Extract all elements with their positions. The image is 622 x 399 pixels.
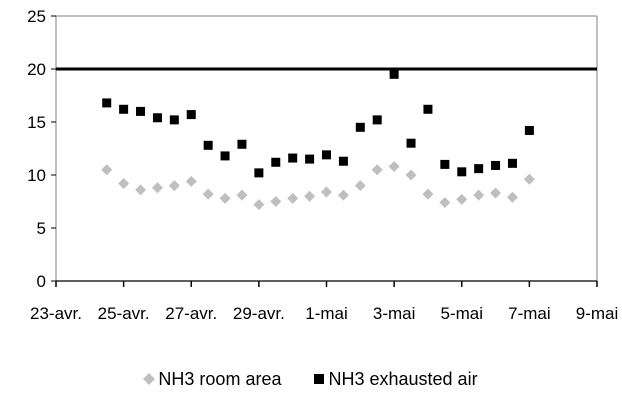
data-point-exhausted-air xyxy=(507,158,517,168)
data-point-room-area xyxy=(270,196,282,207)
x-tick-label: 27-avr. xyxy=(165,304,217,323)
legend: NH3 room area NH3 exhausted air xyxy=(0,369,622,390)
legend-item-room-area: NH3 room area xyxy=(143,369,282,390)
data-point-exhausted-air xyxy=(136,106,146,116)
y-tick-label: 0 xyxy=(37,272,46,291)
data-point-exhausted-air xyxy=(271,157,281,167)
data-point-room-area xyxy=(490,187,502,199)
data-point-room-area xyxy=(337,189,349,201)
data-point-exhausted-air xyxy=(220,151,230,161)
data-point-exhausted-air xyxy=(119,104,129,114)
x-tick-label: 1-mai xyxy=(305,304,348,323)
y-tick-label: 20 xyxy=(27,60,46,79)
y-tick-label: 25 xyxy=(27,7,46,26)
x-tick-label: 3-mai xyxy=(373,304,416,323)
data-point-exhausted-air xyxy=(406,138,416,148)
data-point-room-area xyxy=(388,161,400,173)
legend-item-exhausted-air: NH3 exhausted air xyxy=(314,369,478,390)
data-point-room-area xyxy=(523,173,535,185)
data-point-room-area xyxy=(506,191,518,203)
x-tick-label: 25-avr. xyxy=(98,304,150,323)
data-point-exhausted-air xyxy=(423,104,433,114)
x-tick-labels: 23-avr. 25-avr. 27-avr. 29-avr. 1-mai 3-mai 5-… xyxy=(30,304,618,323)
data-point-exhausted-air xyxy=(457,167,467,177)
data-point-room-area xyxy=(135,184,147,196)
data-point-exhausted-air xyxy=(169,115,179,125)
series-nh3-room-area xyxy=(101,161,535,211)
data-point-exhausted-air xyxy=(372,115,382,125)
data-point-exhausted-air xyxy=(491,160,501,170)
data-point-exhausted-air xyxy=(288,153,298,163)
data-point-room-area xyxy=(354,180,366,192)
data-point-room-area xyxy=(219,192,231,204)
data-point-room-area xyxy=(185,175,197,187)
data-point-exhausted-air xyxy=(322,150,331,160)
axes xyxy=(51,15,598,287)
x-tick-label: 7-mai xyxy=(508,304,551,323)
data-point-room-area xyxy=(101,164,113,176)
data-point-exhausted-air xyxy=(254,168,264,178)
y-tick-label: 15 xyxy=(27,113,46,132)
data-point-exhausted-air xyxy=(474,164,484,174)
data-point-exhausted-air xyxy=(338,156,348,166)
legend-label-exhausted-air: NH3 exhausted air xyxy=(328,369,478,389)
data-point-exhausted-air xyxy=(524,125,534,135)
data-point-room-area xyxy=(439,197,451,209)
legend-label-room-area: NH3 room area xyxy=(158,369,282,389)
x-tick-label: 29-avr. xyxy=(233,304,285,323)
data-point-exhausted-air xyxy=(355,122,365,132)
data-point-room-area xyxy=(304,190,316,202)
data-point-exhausted-air xyxy=(203,140,213,150)
data-point-room-area xyxy=(371,164,383,176)
y-tick-labels: 0 5 10 15 20 25 xyxy=(27,7,46,291)
data-point-room-area xyxy=(473,189,485,201)
data-point-exhausted-air xyxy=(152,113,162,123)
data-point-room-area xyxy=(253,199,265,211)
x-tick-label: 23-avr. xyxy=(30,304,82,323)
data-point-room-area xyxy=(151,182,163,194)
data-point-room-area xyxy=(168,180,180,192)
data-point-room-area xyxy=(405,169,417,181)
data-point-exhausted-air xyxy=(305,154,315,164)
y-tick-label: 5 xyxy=(37,219,46,238)
data-point-exhausted-air xyxy=(389,69,399,79)
data-point-room-area xyxy=(422,188,434,200)
data-point-room-area xyxy=(287,192,299,204)
data-point-room-area xyxy=(236,189,248,201)
data-point-exhausted-air xyxy=(102,98,112,108)
data-point-room-area xyxy=(456,193,468,205)
diamond-marker-icon xyxy=(143,372,156,386)
y-tick-label: 10 xyxy=(27,166,46,185)
data-point-exhausted-air xyxy=(237,139,247,149)
square-marker-icon xyxy=(314,374,325,384)
data-point-room-area xyxy=(118,177,130,189)
data-point-exhausted-air xyxy=(186,110,196,120)
data-point-exhausted-air xyxy=(440,159,450,169)
x-tick-label: 9-mai xyxy=(576,304,619,323)
data-point-room-area xyxy=(202,188,214,200)
data-point-room-area xyxy=(321,186,332,198)
x-tick-label: 5-mai xyxy=(440,304,483,323)
series-nh3-exhausted-air xyxy=(102,69,534,178)
